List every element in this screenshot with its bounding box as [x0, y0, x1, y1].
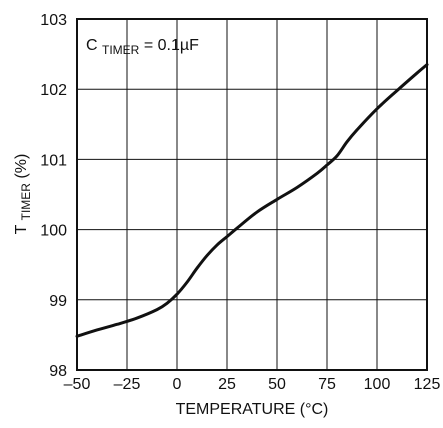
y-axis-title: T TIMER (%) — [13, 154, 34, 235]
annotation-main: C — [86, 37, 98, 54]
y-axis-title-subscript: TIMER — [19, 183, 33, 221]
grid — [77, 19, 427, 370]
x-tick-label-7: 125 — [414, 376, 441, 393]
series-layer — [75, 63, 429, 338]
y-tick-label-0: 98 — [49, 363, 67, 380]
y-tick-label-2: 100 — [40, 223, 67, 240]
y-tick-label-3: 101 — [40, 152, 67, 169]
x-tick-label-2: 0 — [173, 376, 182, 393]
x-tick-labels: –50 –25 0 25 50 75 100 125 — [64, 376, 441, 393]
x-tick-label-5: 75 — [318, 376, 336, 393]
x-tick-label-4: 50 — [268, 376, 286, 393]
x-axis-title: TEMPERATURE (°C) — [176, 401, 329, 418]
annotation-suffix: = 0.1µF — [144, 37, 199, 54]
x-tick-label-0: –50 — [64, 376, 91, 393]
x-tick-label-6: 100 — [364, 376, 391, 393]
annotation-subscript: TIMER — [102, 43, 140, 57]
y-tick-label-5: 103 — [40, 12, 67, 29]
y-tick-label-1: 99 — [49, 293, 67, 310]
x-tick-label-1: –25 — [114, 376, 141, 393]
y-axis-title-suffix: (%) — [13, 154, 30, 179]
plot-frame — [76, 18, 428, 371]
y-tick-label-4: 102 — [40, 82, 67, 99]
y-axis-title-main: T — [13, 224, 30, 234]
x-tick-label-3: 25 — [218, 376, 236, 393]
capacitor-annotation: C TIMER = 0.1µF — [86, 37, 199, 58]
y-tick-labels: 98 99 100 101 102 103 — [40, 12, 67, 380]
series-line-0 — [75, 63, 429, 338]
